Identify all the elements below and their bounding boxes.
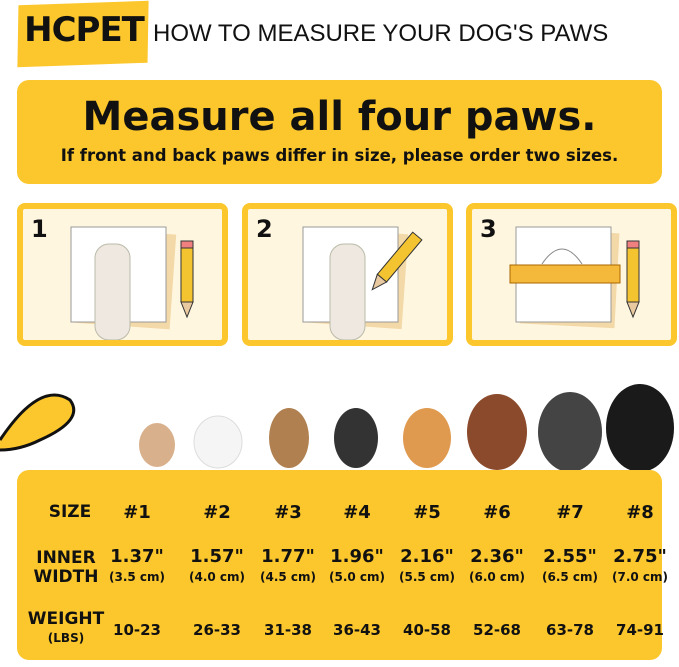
width-cell: 1.37" (3.5 cm) bbox=[109, 546, 165, 584]
width-inches: 1.77" bbox=[261, 546, 315, 567]
width-inches: 1.57" bbox=[190, 546, 244, 567]
size-value: #1 bbox=[123, 502, 151, 523]
weight-range: 10-23 bbox=[113, 621, 161, 639]
paw-on-paper-illustration bbox=[70, 226, 194, 340]
brand-logo: HCPET bbox=[24, 10, 145, 50]
width-cm: (4.0 cm) bbox=[188, 570, 246, 584]
size-chart bbox=[17, 470, 662, 660]
width-inches: 1.96" bbox=[330, 546, 384, 567]
width-cell: 2.16" (5.5 cm) bbox=[399, 546, 455, 584]
subtitle: If front and back paws differ in size, p… bbox=[60, 146, 619, 165]
size-value: #3 bbox=[274, 502, 302, 523]
size-value: #7 bbox=[556, 502, 584, 523]
step-number: 2 bbox=[256, 215, 273, 243]
weight-range: 63-78 bbox=[546, 621, 594, 639]
inner-width-label: INNER WIDTH bbox=[33, 548, 99, 587]
size-value: #4 bbox=[343, 502, 371, 523]
width-cm: (4.5 cm) bbox=[259, 570, 317, 584]
size-label: SIZE bbox=[48, 502, 92, 522]
width-inches: 2.16" bbox=[400, 546, 454, 567]
weight-range: 74-91 bbox=[616, 621, 664, 639]
banner: Measure all four paws. If front and back… bbox=[17, 80, 662, 184]
size-value: #2 bbox=[203, 502, 231, 523]
size-value: #8 bbox=[626, 502, 654, 523]
width-cm: (5.5 cm) bbox=[398, 570, 456, 584]
dogs-lineup-illustration bbox=[0, 384, 674, 472]
width-inches: 2.55" bbox=[543, 546, 597, 567]
dog-chihuahua-icon bbox=[139, 423, 175, 467]
width-cm: (7.0 cm) bbox=[611, 570, 669, 584]
dog-yorkie-icon bbox=[269, 408, 309, 468]
dog-bichon-icon bbox=[193, 415, 243, 469]
dog-aussie-icon bbox=[467, 394, 527, 470]
step-number: 3 bbox=[480, 215, 497, 243]
weight-unit: (LBS) bbox=[47, 631, 85, 645]
width-cell: 1.57" (4.0 cm) bbox=[189, 546, 245, 584]
weight-range: 31-38 bbox=[264, 621, 312, 639]
page-title: HOW TO MEASURE YOUR DOG'S PAWS bbox=[153, 20, 609, 47]
width-cm: (3.5 cm) bbox=[108, 570, 166, 584]
width-cell: 1.96" (5.0 cm) bbox=[329, 546, 385, 584]
width-cm: (6.5 cm) bbox=[541, 570, 599, 584]
width-inches: 2.75" bbox=[613, 546, 667, 567]
weight-range: 52-68 bbox=[473, 621, 521, 639]
trace-paw-illustration bbox=[302, 226, 423, 340]
weight-range: 36-43 bbox=[333, 621, 381, 639]
step-card-2: 2 bbox=[242, 203, 453, 346]
size-value: #5 bbox=[413, 502, 441, 523]
step-card-3: 3 bbox=[466, 203, 677, 346]
dog-rottweiler-icon bbox=[606, 384, 674, 472]
dog-schnauzer-icon bbox=[334, 408, 378, 468]
dog-husky-icon bbox=[538, 392, 602, 472]
width-cell: 1.77" (4.5 cm) bbox=[260, 546, 316, 584]
width-cm: (6.0 cm) bbox=[468, 570, 526, 584]
width-cell: 2.75" (7.0 cm) bbox=[612, 546, 668, 584]
size-value: #6 bbox=[483, 502, 511, 523]
headline: Measure all four paws. bbox=[82, 94, 597, 140]
step-card-1: 1 bbox=[17, 203, 228, 346]
dog-shiba-icon bbox=[403, 408, 451, 468]
weight-label: WEIGHT bbox=[27, 609, 105, 629]
ruler-measure-illustration bbox=[509, 226, 640, 329]
weight-range: 26-33 bbox=[193, 621, 241, 639]
width-cell: 2.36" (6.0 cm) bbox=[469, 546, 525, 584]
width-inches: 2.36" bbox=[470, 546, 524, 567]
weight-range: 40-58 bbox=[403, 621, 451, 639]
width-cm: (5.0 cm) bbox=[328, 570, 386, 584]
width-cell: 2.55" (6.5 cm) bbox=[542, 546, 598, 584]
step-number: 1 bbox=[31, 215, 48, 243]
width-inches: 1.37" bbox=[110, 546, 164, 567]
